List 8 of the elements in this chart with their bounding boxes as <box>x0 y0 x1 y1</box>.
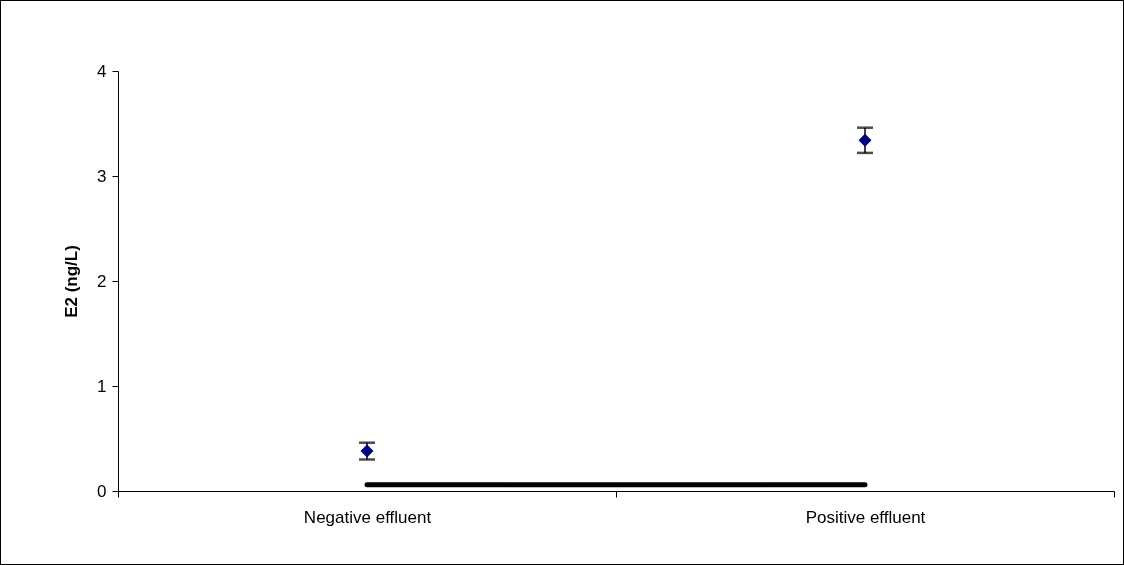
x-tick-label: Negative effluent <box>303 507 432 527</box>
y-tick-label: 1 <box>97 376 107 396</box>
y-tick-label: 3 <box>97 166 107 186</box>
y-tick-label: 2 <box>97 271 107 291</box>
x-tick-label: Positive effluent <box>805 507 926 527</box>
y-axis-title: E2 (ng/L) <box>62 245 82 318</box>
y-tick-label: 0 <box>97 481 107 501</box>
y-tick-label: 4 <box>97 61 107 81</box>
